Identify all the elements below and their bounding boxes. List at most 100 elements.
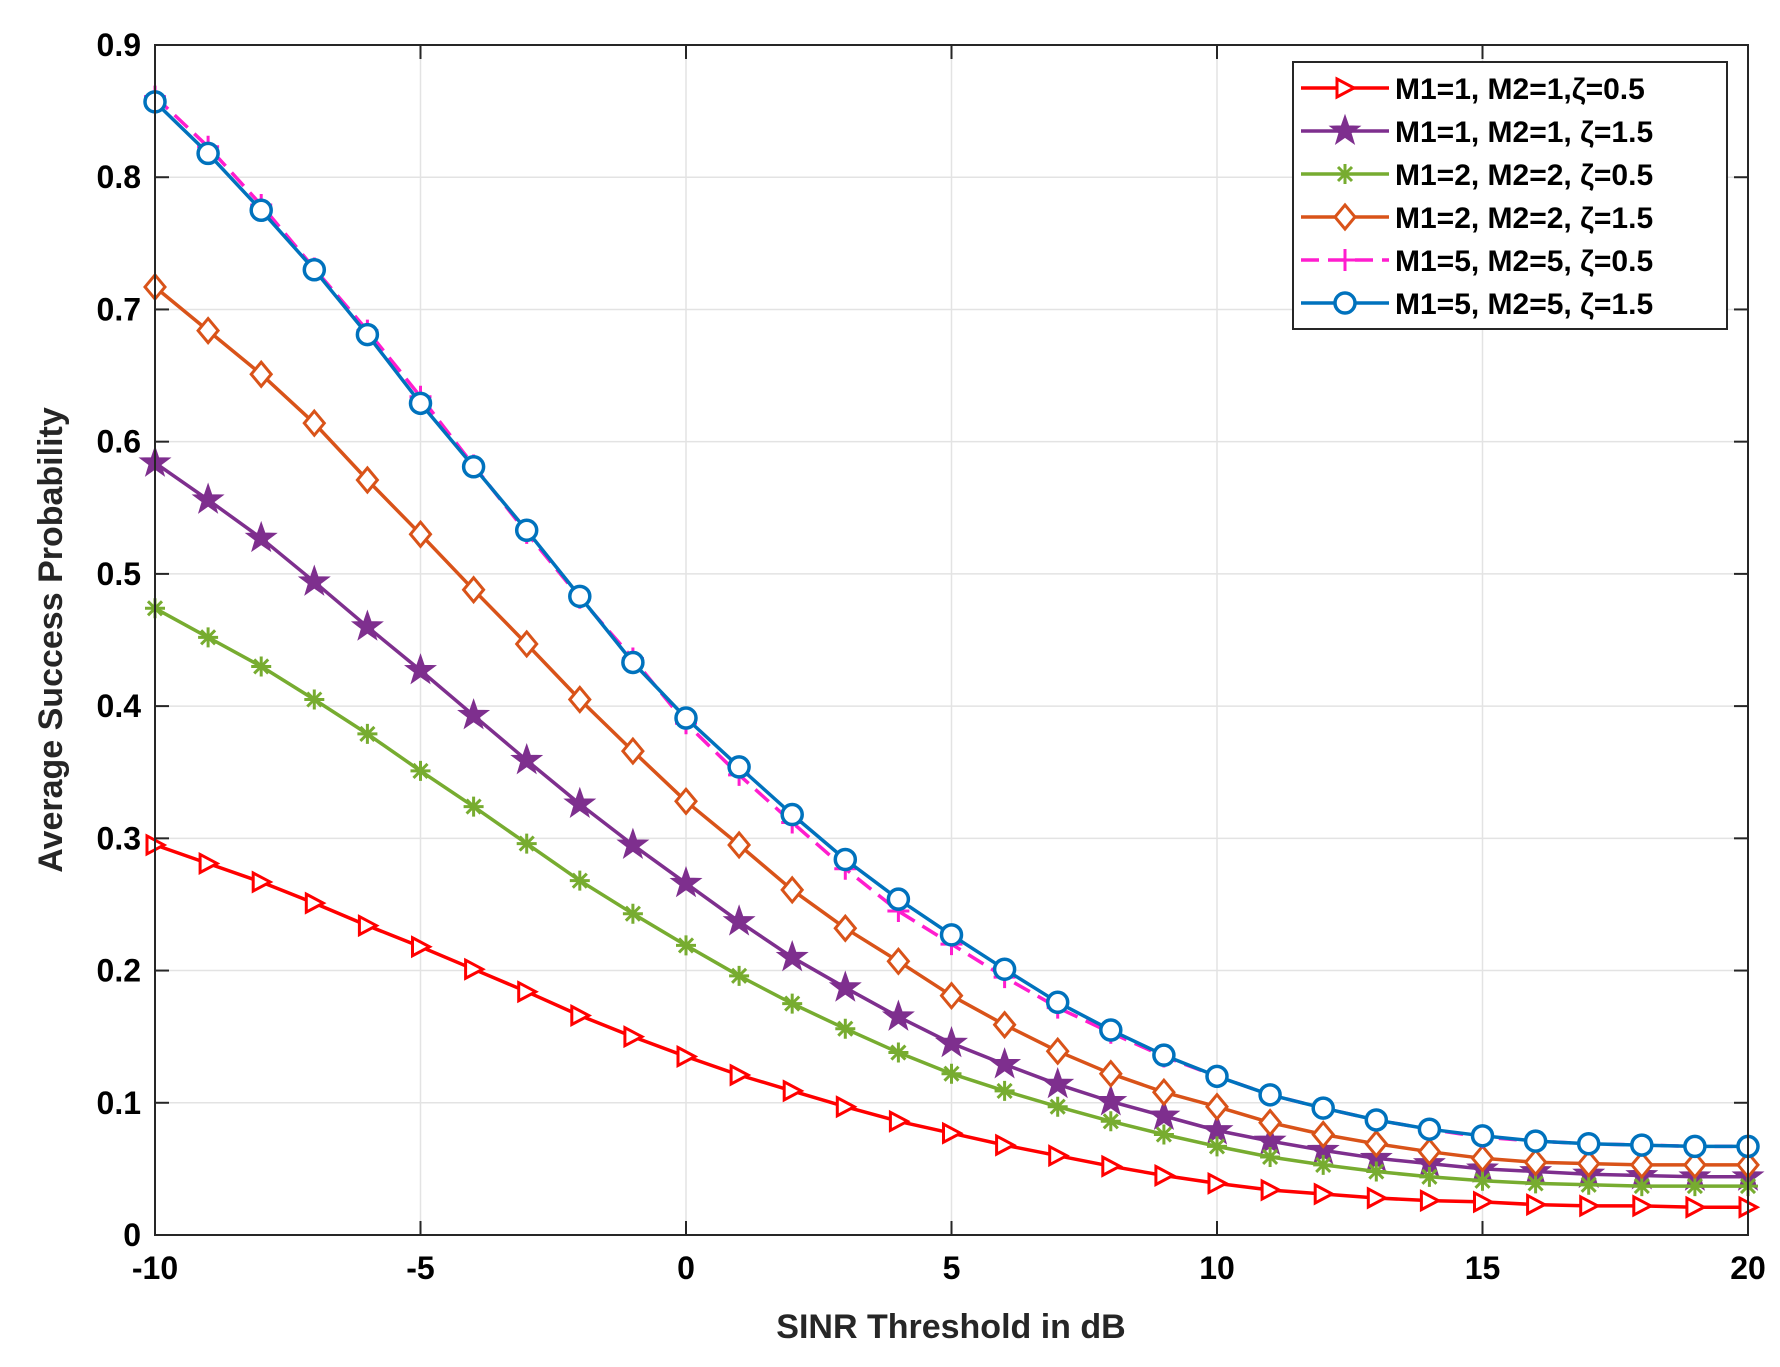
data-point (357, 723, 378, 744)
data-point (676, 1045, 699, 1068)
x-tick-label: 10 (1199, 1250, 1235, 1286)
data-point (941, 1063, 962, 1084)
data-point (411, 935, 433, 959)
data-point (404, 653, 437, 685)
y-tick-labels: 0 0.1 0.2 0.3 0.4 0.5 0.6 0.7 0.8 0.9 (97, 27, 142, 1253)
data-point (1047, 1096, 1068, 1117)
data-point (516, 833, 537, 854)
legend-label: M1=5, M2=5, ζ=1.5 (1395, 288, 1653, 321)
data-point (461, 455, 486, 479)
data-point (780, 802, 804, 827)
data-point (1260, 1146, 1281, 1167)
data-point (408, 519, 433, 549)
data-point (464, 957, 486, 981)
x-tick-label: -10 (132, 1250, 178, 1286)
data-point (1682, 1150, 1707, 1180)
data-point (1311, 1120, 1336, 1149)
data-point (563, 786, 597, 818)
x-tick-label: 0 (677, 1250, 695, 1286)
y-tick-label: 0.5 (97, 556, 141, 592)
data-point (1578, 1174, 1599, 1195)
data-point (244, 520, 278, 553)
series-1 (145, 833, 1761, 1219)
data-point (669, 866, 703, 898)
data-point (727, 755, 751, 779)
y-tick-label: 0.1 (97, 1085, 141, 1121)
y-tick-label: 0.7 (97, 291, 141, 327)
x-tick-label: 5 (943, 1250, 961, 1286)
data-point (1207, 1171, 1230, 1195)
data-point (1525, 1173, 1546, 1194)
data-point (835, 1095, 858, 1119)
data-point (1417, 1137, 1442, 1167)
data-point (196, 141, 220, 166)
data-point (249, 198, 273, 223)
data-point (992, 957, 1017, 981)
ticks (154, 44, 1749, 1236)
legend-marker (1334, 249, 1356, 271)
data-point (568, 584, 592, 609)
data-point (1041, 1067, 1075, 1099)
data-point (1576, 1132, 1601, 1156)
series-3 (145, 598, 1758, 1197)
data-point (517, 980, 539, 1004)
data-point (1366, 1161, 1387, 1182)
x-axis-title: SINR Threshold in dB (776, 1308, 1125, 1346)
x-tick-label: 15 (1465, 1250, 1501, 1286)
legend-marker (1335, 76, 1358, 100)
data-point (304, 891, 327, 915)
data-point (463, 796, 484, 817)
data-point (995, 1133, 1017, 1157)
data-point (992, 1010, 1017, 1040)
data-point (1045, 1036, 1070, 1066)
legend-label: M1=1, M2=1, ζ=1.5 (1395, 116, 1653, 149)
data-point (676, 935, 696, 956)
data-point (616, 827, 650, 859)
data-point (1101, 1154, 1124, 1178)
data-point (1151, 1077, 1176, 1107)
data-point (1094, 1084, 1128, 1116)
data-point (1632, 1194, 1655, 1218)
data-point (1417, 1117, 1442, 1141)
data-point (729, 965, 750, 986)
data-point (782, 993, 803, 1014)
data-point (355, 322, 380, 347)
x-tick-label: 20 (1730, 1250, 1766, 1286)
data-point (1684, 1176, 1705, 1197)
data-point (1364, 1129, 1389, 1159)
data-point (251, 870, 274, 894)
data-point (302, 258, 327, 282)
data-point (886, 887, 911, 911)
data-point (939, 981, 964, 1011)
legend-entry: M1=5, M2=5, ζ=1.5 (1301, 288, 1653, 321)
data-point (1311, 1096, 1335, 1120)
data-point (1576, 1149, 1601, 1178)
data-point (1205, 1092, 1229, 1122)
data-point (1313, 1154, 1334, 1175)
y-tick-label: 0.9 (97, 27, 141, 63)
data-point (1258, 1108, 1283, 1137)
data-point (674, 706, 698, 730)
data-point (1205, 1064, 1229, 1089)
data-point (888, 1109, 911, 1133)
data-point (297, 564, 331, 596)
data-point (410, 760, 431, 781)
legend-entry: M1=5, M2=5, ζ=0.5 (1301, 245, 1653, 278)
legend-label: M1=5, M2=5, ζ=0.5 (1395, 245, 1653, 278)
data-point (1470, 1143, 1495, 1173)
data-point (1523, 1129, 1548, 1153)
data-point (1260, 1178, 1283, 1202)
data-point (1631, 1176, 1652, 1197)
data-point (988, 1047, 1022, 1079)
data-point (782, 1079, 805, 1103)
data-point (1523, 1147, 1548, 1177)
data-point (357, 914, 380, 938)
data-point (942, 1121, 964, 1145)
data-point (191, 482, 225, 514)
data-point (833, 847, 858, 872)
data-point (994, 1080, 1015, 1101)
data-point (1100, 1111, 1121, 1132)
data-point (355, 465, 380, 495)
data-point (835, 1018, 856, 1039)
data-point (1098, 1059, 1123, 1089)
